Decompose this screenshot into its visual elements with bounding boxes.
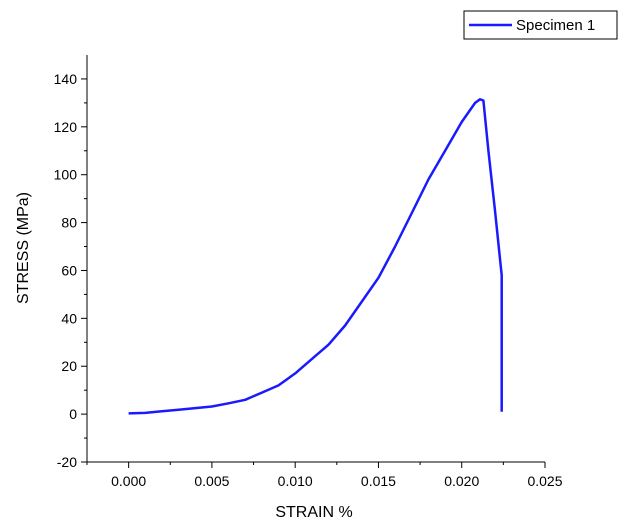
y-tick-label: 60 [61,262,77,278]
y-tick-label: 140 [54,71,78,87]
x-tick-label: 0.015 [361,473,396,489]
legend: Specimen 1 [463,10,618,40]
y-tick-label: 0 [69,406,77,422]
x-tick-label: 0.025 [527,473,562,489]
y-axis-title: STRESS (MPa) [15,192,32,304]
x-tick-label: 0.020 [444,473,479,489]
axes: -20 0 20 40 60 80 100 120 140 0.000 0.005 0.010 0.01… [54,55,563,489]
y-tick-label: 20 [61,358,77,374]
y-tick-label: -20 [57,454,77,470]
legend-box [463,10,618,40]
series-line-specimen-1 [128,98,503,415]
x-tick-label: 0.010 [278,473,313,489]
legend-label: Specimen 1 [516,17,595,34]
y-tick-label: 120 [54,119,78,135]
x-tick-label: 0.000 [111,473,146,489]
series-layer [128,98,503,415]
x-axis-title: STRAIN % [275,504,352,521]
y-tick-label: 40 [61,310,77,326]
y-tick-label: 100 [54,167,78,183]
y-tick-label: 80 [61,215,77,231]
x-tick-label: 0.005 [194,473,229,489]
